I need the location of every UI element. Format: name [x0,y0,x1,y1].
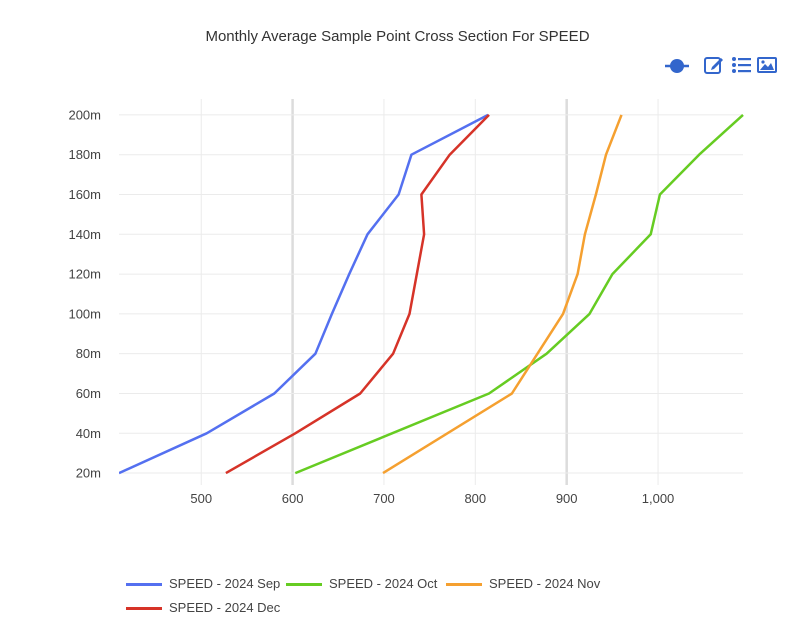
x-tick-label: 1,000 [642,491,675,506]
x-tick-label: 800 [464,491,486,506]
y-tick-label: 80m [76,346,101,361]
edit-icon[interactable] [703,54,725,81]
legend-swatch [446,583,482,586]
y-tick-label: 100m [68,306,101,321]
series-line-4[interactable] [225,114,490,475]
legend-label: SPEED - 2024 Oct [329,576,438,591]
image-icon[interactable] [756,54,778,81]
legend-swatch [286,583,322,586]
chart-title: Monthly Average Sample Point Cross Secti… [205,28,590,45]
x-tick-label: 600 [282,491,304,506]
y-tick-label: 140m [68,227,101,242]
y-tick-label: 20m [76,466,101,481]
series-line-2[interactable] [294,113,744,475]
x-tick-label: 700 [373,491,395,506]
legend-swatch [126,607,162,610]
legend-swatch [126,583,162,586]
y-tick-label: 60m [76,386,101,401]
chart-toolbar [660,54,780,78]
legend-label: SPEED - 2024 Sep [169,576,281,591]
legend-label: SPEED - 2024 Dec [169,600,281,615]
toggle-icon[interactable] [664,54,690,83]
y-tick-label: 180m [68,147,101,162]
y-tick-label: 40m [76,426,101,441]
list-icon[interactable] [731,54,753,81]
series-line-1[interactable] [119,113,489,475]
x-tick-label: 500 [190,491,212,506]
y-tick-label: 200m [68,107,101,122]
series-line-3[interactable] [382,114,623,475]
y-tick-label: 160m [68,187,101,202]
legend-label: SPEED - 2024 Nov [489,576,601,591]
x-tick-label: 900 [556,491,578,506]
y-tick-label: 120m [68,267,101,282]
